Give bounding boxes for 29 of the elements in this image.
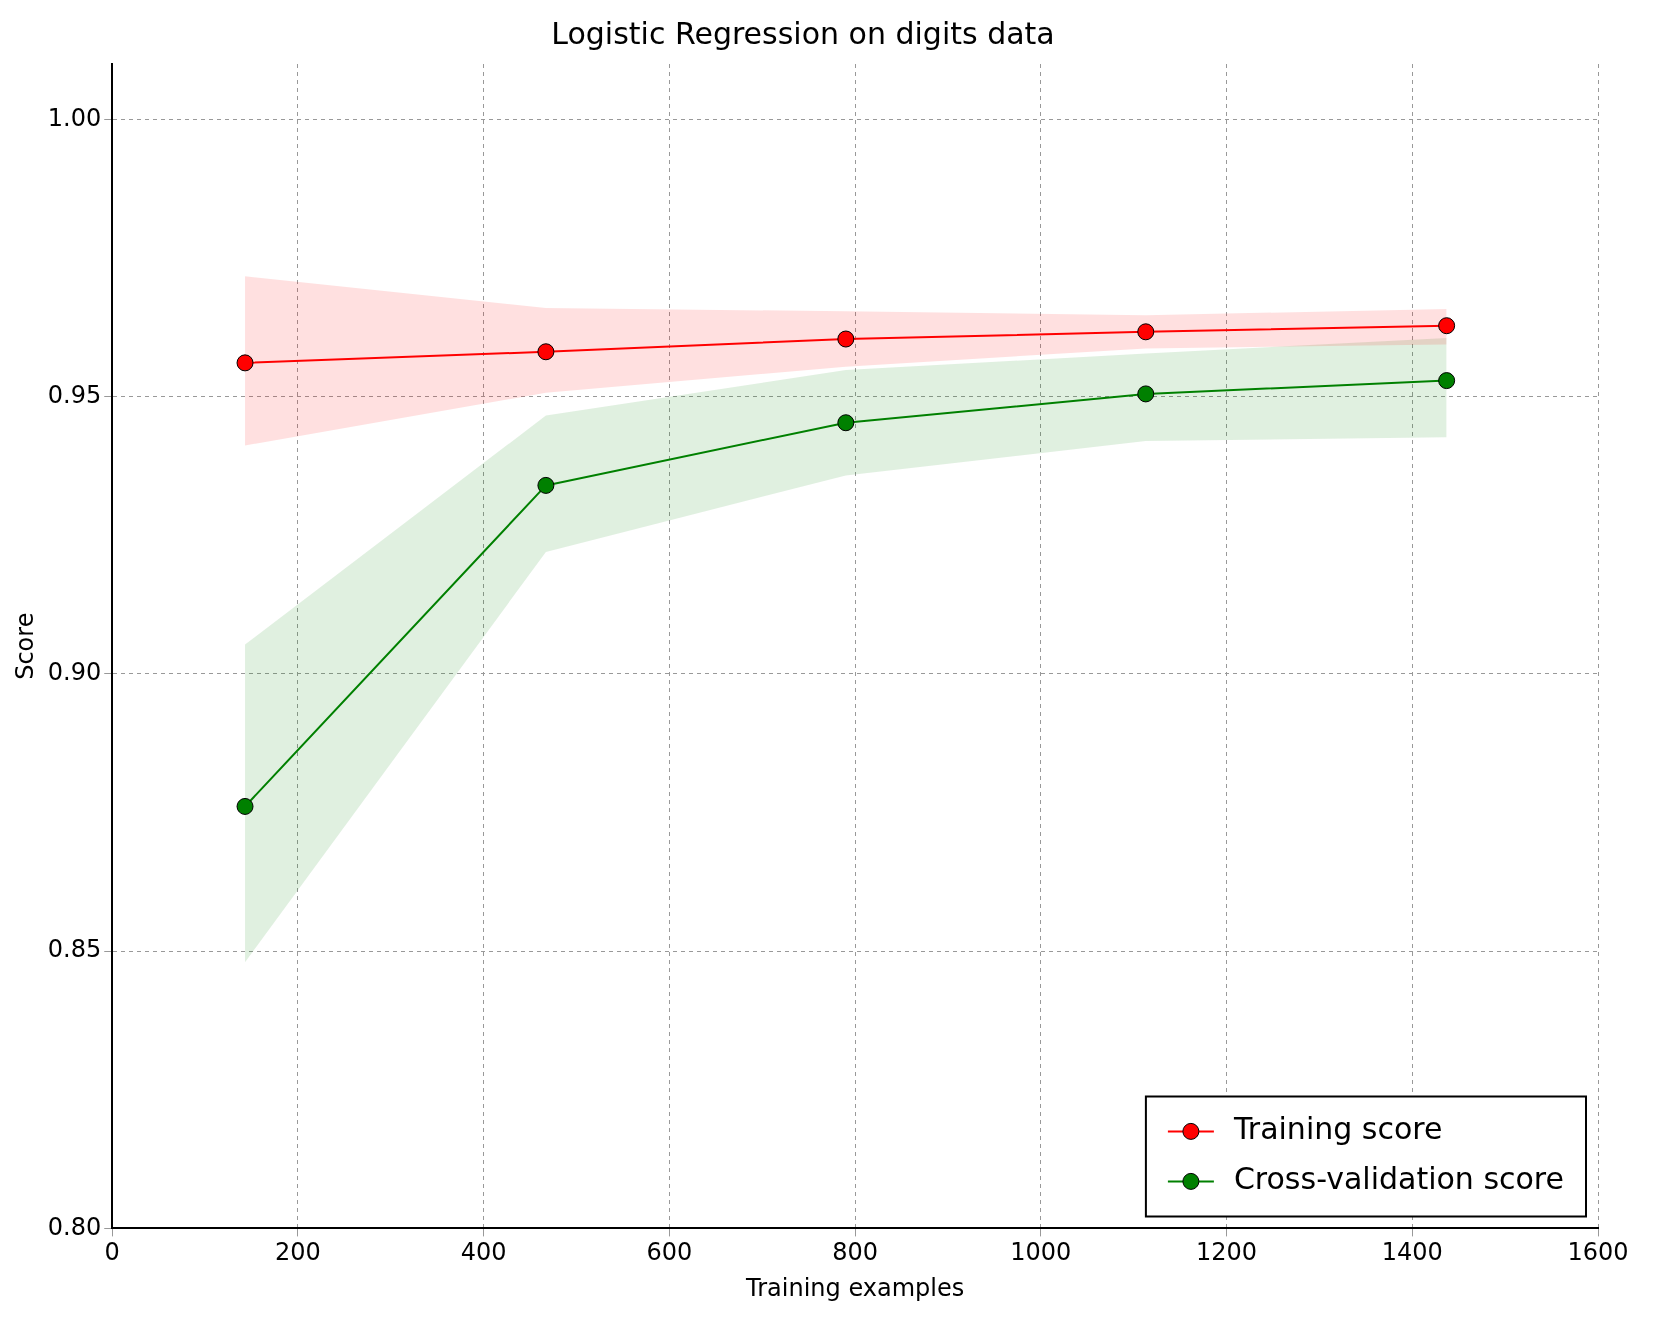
x-tick-label: 0 [104, 1238, 120, 1267]
x-tick-label: 800 [832, 1238, 879, 1267]
point [236, 797, 254, 815]
x-tick-label: 600 [646, 1238, 693, 1267]
y-tick-label: 0.85 [47, 935, 102, 964]
x-tick-label: 400 [460, 1238, 507, 1267]
x-tick-label: 1000 [1010, 1238, 1072, 1267]
point [1438, 372, 1456, 390]
point [1137, 385, 1155, 403]
y-tick-label: 0.95 [47, 380, 102, 409]
y-axis-title: Score [10, 612, 39, 680]
y-tick-label: 0.90 [47, 658, 102, 687]
legend-label: Training score [1232, 1111, 1443, 1147]
chart-title: Logistic Regression on digits data [551, 15, 1055, 51]
y-tick-label: 0.80 [47, 1212, 102, 1241]
point [1137, 323, 1155, 341]
point [537, 476, 555, 494]
point [837, 330, 855, 348]
x-tick-label: 1400 [1381, 1238, 1443, 1267]
y-tick-label: 1.00 [47, 103, 102, 132]
x-axis-title: Training examples [745, 1273, 965, 1302]
point [537, 343, 555, 361]
x-tick-label: 1200 [1196, 1238, 1258, 1267]
x-tick-label: 1600 [1567, 1238, 1629, 1267]
point [837, 414, 855, 432]
legend-label: Cross-validation score [1233, 1161, 1565, 1197]
x-tick-label: 200 [275, 1238, 321, 1267]
point [236, 354, 254, 372]
point [1438, 317, 1456, 335]
